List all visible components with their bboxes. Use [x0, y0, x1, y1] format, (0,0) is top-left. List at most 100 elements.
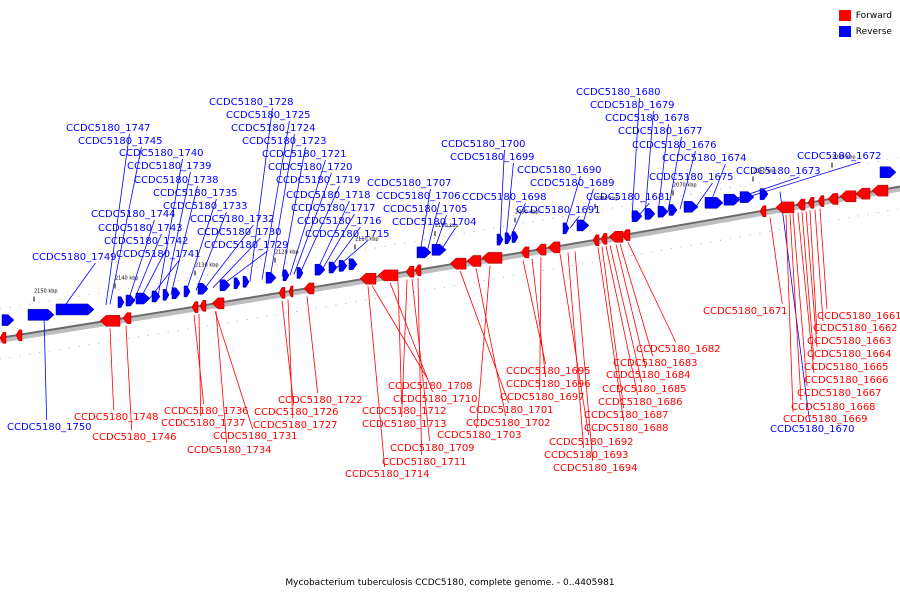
legend-reverse: Reverse	[838, 25, 892, 38]
reverse-gene-label: CCDC5180_1675	[649, 172, 734, 183]
gene-arrows	[0, 166, 897, 344]
forward-leader-line	[198, 313, 202, 417]
forward-gene-arrow	[466, 255, 482, 267]
reverse-gene-label: CCDC5180_1740	[119, 148, 204, 159]
reverse-gene-label: CCDC5180_1670	[770, 424, 855, 435]
reverse-gene-label: CCDC5180_1679	[590, 100, 675, 111]
reverse-gene-label: CCDC5180_1691	[516, 205, 601, 216]
reverse-gene-label: CCDC5180_1674	[662, 153, 747, 164]
reverse-leader-line	[109, 146, 142, 305]
reverse-leader-line	[157, 158, 183, 297]
reverse-gene-label: CCDC5180_1741	[116, 249, 201, 260]
reverse-gene-arrow	[242, 276, 250, 288]
forward-leader-line	[797, 212, 815, 374]
tick-label: 2070 kbp	[673, 182, 697, 188]
reverse-gene-label: CCDC5180_1678	[605, 113, 690, 124]
forward-gene-label: CCDC5180_1737	[161, 418, 246, 429]
forward-gene-arrow	[405, 265, 415, 278]
tick-label: 2140 kbp	[115, 276, 139, 282]
reverse-gene-label: CCDC5180_1716	[297, 216, 382, 227]
forward-gene-label: CCDC5180_1664	[807, 349, 892, 360]
forward-gene-label: CCDC5180_1701	[469, 405, 554, 416]
forward-gene-label: CCDC5180_1692	[549, 437, 634, 448]
forward-gene-label: CCDC5180_1661	[817, 311, 900, 322]
reverse-gene-arrow	[135, 292, 151, 305]
forward-gene-arrow	[481, 252, 503, 264]
forward-leader-line	[814, 209, 824, 322]
forward-gene-arrow	[817, 195, 825, 207]
forward-gene-label: CCDC5180_1662	[813, 323, 898, 334]
reverse-gene-label: CCDC5180_1743	[98, 223, 183, 234]
reverse-leader-line	[505, 162, 514, 240]
reverse-leader-line	[564, 175, 581, 230]
reverse-gene-arrow	[117, 296, 125, 308]
forward-leader-line	[574, 251, 594, 462]
reverse-leader-line	[281, 146, 306, 277]
forward-leader-line	[367, 286, 386, 468]
reverse-leader-line	[219, 250, 268, 287]
forward-leader-line	[389, 282, 434, 393]
reverse-gene-arrow	[125, 294, 136, 307]
forward-leader-line	[475, 268, 507, 417]
forward-gene-arrow	[827, 193, 839, 205]
reverse-gene-label: CCDC5180_1672	[797, 151, 882, 162]
forward-gene-arrow	[871, 184, 889, 197]
reverse-leader-line	[133, 233, 162, 301]
reverse-leader-line	[212, 237, 261, 288]
reverse-leader-line	[185, 198, 217, 293]
reverse-gene-arrow	[151, 290, 161, 303]
forward-gene-arrow	[99, 315, 121, 327]
forward-gene-label: CCDC5180_1668	[791, 402, 876, 413]
reverse-gene-label: CCDC5180_1673	[736, 166, 821, 177]
forward-gene-arrow	[199, 300, 207, 312]
reverse-leader-line	[657, 123, 669, 214]
reverse-gene-arrow	[723, 193, 741, 206]
forward-leader-line	[214, 311, 254, 430]
reverse-gene-arrow	[282, 269, 290, 282]
forward-leader-line	[306, 296, 319, 394]
reverse-gene-arrow	[511, 231, 519, 243]
reverse-leader-line	[329, 226, 361, 269]
reverse-gene-label: CCDC5180_1747	[66, 123, 151, 134]
reverse-leader-line	[170, 185, 198, 295]
forward-gene-arrow	[211, 297, 225, 310]
reverse-gene-label: CCDC5180_1723	[242, 136, 327, 147]
tick-label: 2130 kbp	[195, 263, 219, 269]
forward-gene-arrow	[414, 264, 422, 277]
forward-gene-label: CCDC5180_1696	[506, 379, 591, 390]
forward-gene-label: CCDC5180_1711	[382, 457, 467, 468]
reverse-swatch	[838, 26, 851, 37]
forward-leader-line	[567, 252, 585, 449]
forward-leader-line	[615, 244, 647, 369]
forward-leader-line	[539, 257, 542, 391]
legend-forward-label: Forward	[855, 10, 892, 21]
reverse-leader-line	[203, 224, 254, 290]
reverse-leader-line	[316, 200, 350, 271]
forward-swatch	[838, 10, 851, 21]
scale-ticks: 2150 kbp 2140 kbp 2130 kbp 2120 kbp 2110 kbp…	[33, 155, 856, 302]
reverse-leader-line	[139, 246, 168, 300]
forward-gene-label: CCDC5180_1703	[437, 430, 522, 441]
leader-lines	[43, 97, 861, 468]
legend: Forward Reverse	[838, 9, 892, 41]
reverse-leader-line	[581, 188, 594, 227]
forward-leader-line	[789, 214, 802, 401]
tick-label: 2090 kbp	[515, 210, 539, 216]
forward-leader-line	[401, 279, 408, 418]
legend-forward: Forward	[838, 9, 892, 22]
forward-gene-label: CCDC5180_1687	[584, 410, 669, 421]
forward-gene-arrow	[807, 197, 815, 209]
reverse-leader-line	[289, 159, 326, 276]
reverse-gene-arrow	[1, 314, 15, 326]
legend-reverse-label: Reverse	[855, 26, 892, 37]
forward-gene-label: CCDC5180_1713	[362, 419, 447, 430]
reverse-gene-arrow	[576, 219, 590, 232]
reverse-gene-arrow	[879, 166, 897, 178]
forward-leader-line	[476, 265, 491, 429]
forward-gene-label: CCDC5180_1734	[187, 445, 272, 456]
reverse-gene-label: CCDC5180_1706	[376, 191, 461, 202]
reverse-gene-label: CCDC5180_1719	[276, 175, 361, 186]
forward-gene-label: CCDC5180_1697	[500, 392, 585, 403]
reverse-gene-arrow	[683, 201, 699, 213]
